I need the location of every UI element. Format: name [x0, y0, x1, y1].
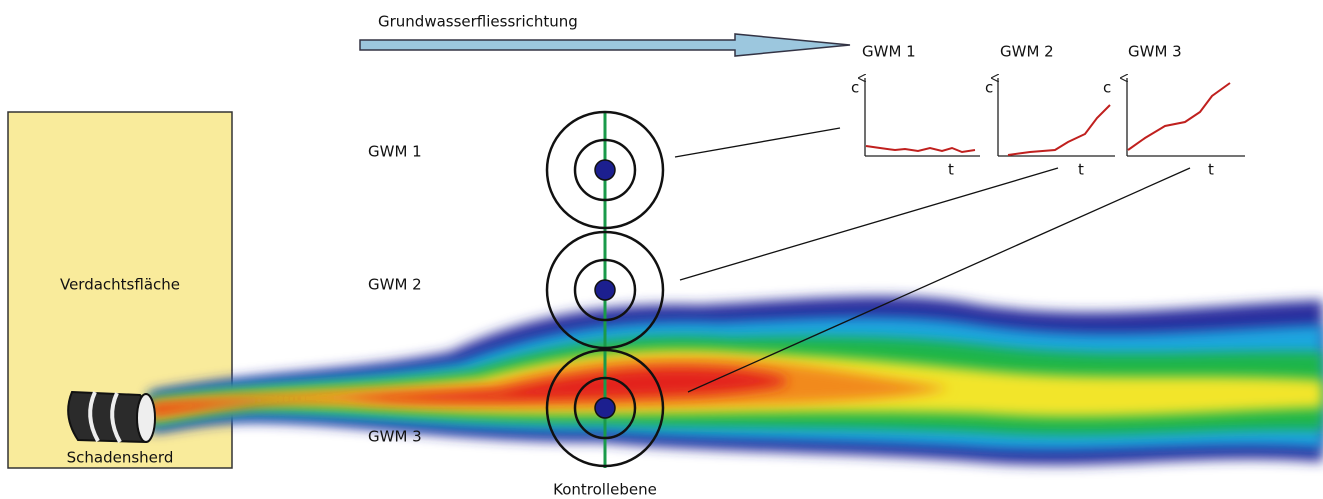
graph-x-label: t: [1078, 161, 1084, 179]
well-label: GWM 3: [368, 428, 422, 446]
flow-arrow: [359, 33, 851, 57]
graph-curves: [865, 82, 1231, 156]
graph-title: GWM 3: [1128, 43, 1182, 61]
graph-axes: [865, 78, 1245, 157]
graph-y-label: c: [985, 79, 993, 97]
suspect-area-label: Verdachtsfläche: [60, 276, 180, 294]
graph-y-label: c: [1103, 79, 1111, 97]
graph-y-label: c: [851, 79, 859, 97]
control-plane-label: Kontrollebene: [553, 481, 657, 499]
graph-title: GWM 2: [1000, 43, 1054, 61]
well-label: GWM 2: [368, 276, 422, 294]
well-label: GWM 1: [368, 143, 422, 161]
well-dots: [594, 159, 616, 419]
barrel: [67, 390, 156, 444]
flow-direction-label: Grundwasserfliessrichtung: [378, 13, 578, 31]
graph-title: GWM 1: [862, 43, 916, 61]
graph-x-label: t: [948, 161, 954, 179]
graph-x-label: t: [1208, 161, 1214, 179]
connectors: [674, 127, 1191, 393]
wells: [545, 110, 665, 468]
source-label: Schadensherd: [67, 449, 174, 467]
plume: [150, 296, 1323, 465]
